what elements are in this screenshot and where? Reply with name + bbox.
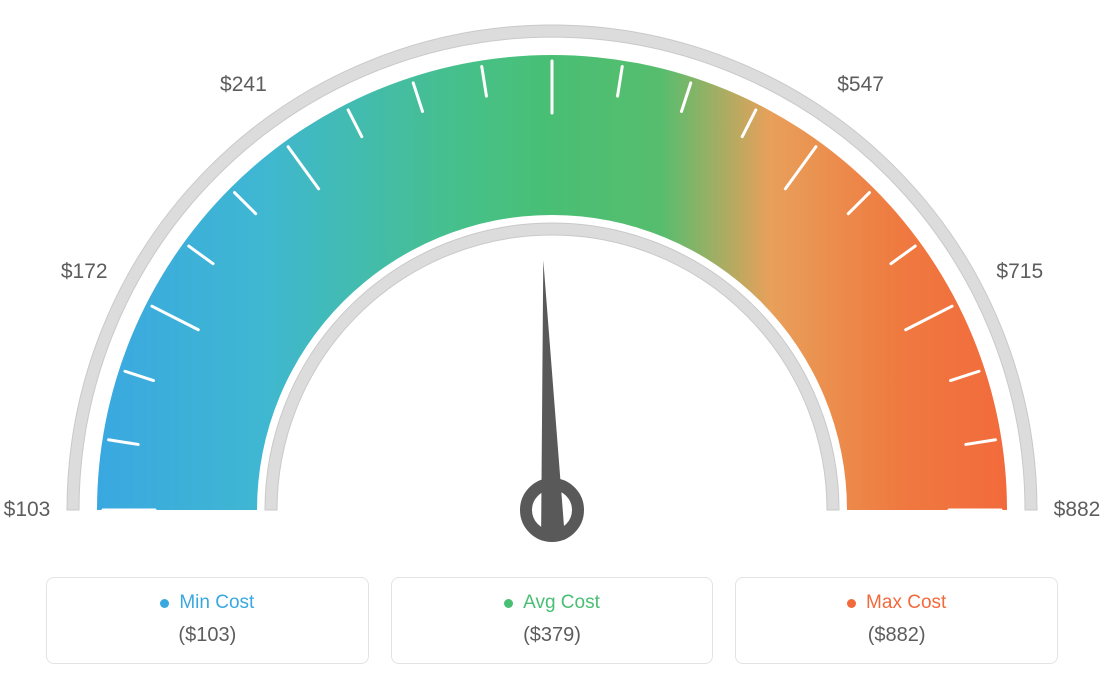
gauge-tick-label: $547 — [837, 73, 884, 97]
max-cost-card: Max Cost ($882) — [735, 577, 1058, 664]
avg-cost-value: ($379) — [402, 624, 703, 647]
max-dot-icon — [847, 599, 856, 608]
gauge-chart: $103$172$241$379$547$715$882 — [0, 0, 1104, 560]
gauge-tick-label: $103 — [4, 498, 51, 522]
cost-gauge-infographic: $103$172$241$379$547$715$882 Min Cost ($… — [0, 0, 1104, 690]
gauge-tick-label: $715 — [996, 260, 1043, 284]
min-cost-card: Min Cost ($103) — [46, 577, 369, 664]
max-cost-value: ($882) — [746, 624, 1047, 647]
avg-cost-label: Avg Cost — [523, 592, 600, 614]
gauge-tick-label: $241 — [220, 73, 267, 97]
avg-dot-icon — [504, 599, 513, 608]
avg-cost-card: Avg Cost ($379) — [391, 577, 714, 664]
min-cost-value: ($103) — [57, 624, 358, 647]
summary-cards: Min Cost ($103) Avg Cost ($379) Max Cost… — [46, 577, 1058, 664]
gauge-tick-label: $172 — [61, 260, 108, 284]
min-dot-icon — [160, 599, 169, 608]
min-cost-label: Min Cost — [179, 592, 254, 614]
max-cost-label: Max Cost — [866, 592, 946, 614]
gauge-tick-label: $882 — [1054, 498, 1101, 522]
